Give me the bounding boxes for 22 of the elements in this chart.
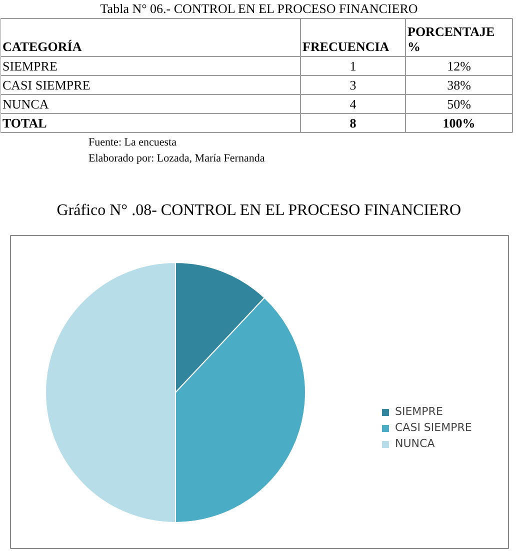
text: TOTAL — [2, 116, 48, 130]
text: 8 — [350, 116, 357, 130]
legend-label: SIEMPRE — [395, 405, 443, 418]
category-label: CATEGORÍA — [2, 39, 82, 54]
text: 100% — [442, 116, 476, 130]
legend-label: NUNCA — [395, 437, 435, 450]
category-label: FRECUENCIA — [302, 39, 390, 54]
text: 12% — [447, 58, 472, 74]
text: 1 — [350, 58, 356, 74]
text: 38% — [447, 78, 472, 92]
text: Elaborado por: Lozada, María Fernanda — [88, 152, 265, 164]
chart-title: Gráfico N° .08- CONTROL EN EL PROCESO FINANCIERO — [56, 202, 462, 219]
text: NUNCA — [2, 96, 50, 112]
text: Tabla N° 06.- CONTROL EN EL PROCESO FINANCIERO — [100, 1, 418, 16]
text: 4 — [350, 96, 357, 112]
legend-label: CASI SIEMPRE — [395, 421, 472, 434]
source-note: Fuente: La encuesta — [88, 136, 177, 148]
text: SIEMPRE — [2, 58, 58, 74]
text: 50% — [447, 96, 472, 112]
category-label: PORCENTAJE % — [408, 24, 495, 54]
text: CASI SIEMPRE — [2, 78, 90, 92]
text: 3 — [350, 78, 356, 92]
